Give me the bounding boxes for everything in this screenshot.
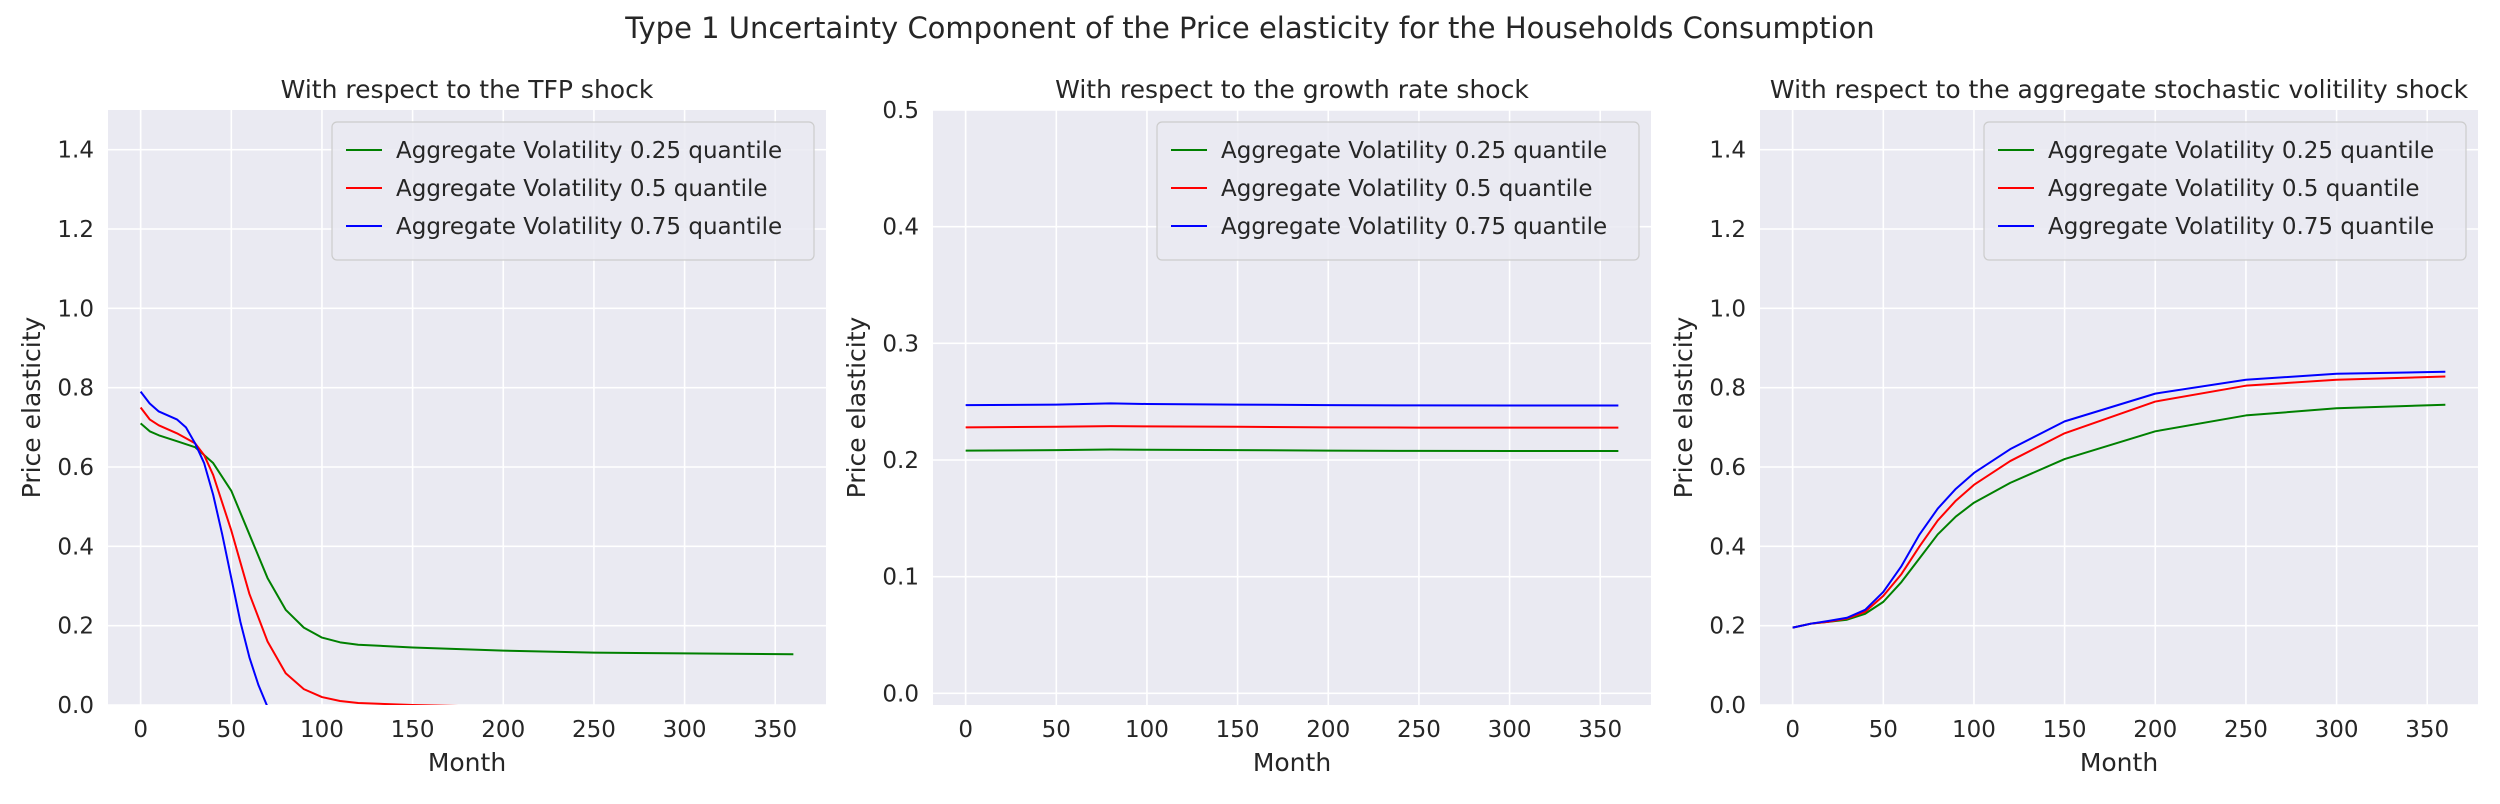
- x-tick-label: 150: [391, 717, 435, 743]
- legend-entry: Aggregate Volatility 0.5 quantile: [1221, 176, 1593, 202]
- y-tick-label: 0.2: [1709, 614, 1746, 640]
- x-tick-label: 150: [2043, 717, 2087, 743]
- legend-entry: Aggregate Volatility 0.75 quantile: [2048, 214, 2434, 240]
- y-tick-label: 0.0: [57, 693, 94, 719]
- x-tick-label: 200: [2133, 717, 2177, 743]
- x-tick-label: 50: [217, 717, 246, 743]
- y-tick-label: 1.2: [57, 217, 94, 243]
- x-axis-label: Month: [2080, 748, 2158, 777]
- y-tick-label: 0.2: [882, 448, 919, 474]
- y-axis-label: Price elasticity: [842, 316, 871, 498]
- y-tick-label: 0.0: [882, 681, 919, 707]
- chart-panel-3: 0 50 100 150 200 250 300 350 0.0 0.2 0.4 0.6 0.8 1.0 1…: [1669, 75, 2478, 777]
- legend-box: [1983, 121, 2467, 261]
- x-tick-label: 300: [663, 717, 707, 743]
- series-group: [1792, 370, 2446, 629]
- legend: Aggregate Volatility 0.25 quantile Aggreg…: [1983, 121, 2467, 261]
- series-line-2: [965, 425, 1619, 429]
- x-tick-label: 250: [1397, 717, 1441, 743]
- y-tick-label: 1.4: [1709, 138, 1746, 164]
- y-tick-label: 0.4: [882, 215, 919, 241]
- x-tick-label: 100: [1952, 717, 1996, 743]
- legend-entry: Aggregate Volatility 0.5 quantile: [2048, 176, 2420, 202]
- x-tick-label: 200: [1306, 717, 1350, 743]
- legend-entry: Aggregate Volatility 0.75 quantile: [1221, 214, 1607, 240]
- chart-panel-2: 0 50 100 150 200 250 300 350 0.0 0.1 0.2 0.3 0.4 0.5 W…: [842, 75, 1651, 777]
- y-tick-label: 0.3: [882, 331, 919, 357]
- x-tick-label: 300: [2315, 717, 2359, 743]
- y-tick-label: 0.1: [882, 565, 919, 591]
- x-tick-label: 0: [1785, 717, 1800, 743]
- series-line-2: [139, 406, 459, 705]
- legend-entry: Aggregate Volatility 0.5 quantile: [396, 176, 768, 202]
- legend-entry: Aggregate Volatility 0.75 quantile: [396, 214, 782, 240]
- legend-box: [1156, 121, 1640, 261]
- chart-title: With respect to the TFP shock: [281, 75, 654, 104]
- y-tick-label: 0.6: [57, 455, 94, 481]
- x-tick-label: 50: [1869, 717, 1898, 743]
- series-line-3: [1792, 370, 2446, 629]
- legend: Aggregate Volatility 0.25 quantile Aggreg…: [331, 121, 815, 261]
- y-tick-label: 0.6: [1709, 455, 1746, 481]
- chart-title: With respect to the aggregate stochastic…: [1770, 75, 2469, 104]
- legend-entry: Aggregate Volatility 0.25 quantile: [1221, 138, 1607, 164]
- x-tick-label: 350: [1578, 717, 1622, 743]
- y-tick-label: 0.8: [57, 376, 94, 402]
- series-group: [965, 402, 1619, 453]
- legend-entry: Aggregate Volatility 0.25 quantile: [2048, 138, 2434, 164]
- y-axis-label: Price elasticity: [1669, 316, 1698, 498]
- x-tick-label: 350: [2405, 717, 2449, 743]
- y-tick-label: 0.2: [57, 614, 94, 640]
- series-line-3: [139, 391, 268, 705]
- y-tick-label: 1.4: [57, 138, 94, 164]
- x-tick-label: 250: [2224, 717, 2268, 743]
- x-tick-label: 50: [1042, 717, 1071, 743]
- y-tick-label: 1.2: [1709, 217, 1746, 243]
- y-tick-label: 0.5: [882, 98, 919, 124]
- legend-entry: Aggregate Volatility 0.25 quantile: [396, 138, 782, 164]
- x-tick-label: 0: [958, 717, 973, 743]
- legend: Aggregate Volatility 0.25 quantile Aggreg…: [1156, 121, 1640, 261]
- y-axis-label: Price elasticity: [17, 316, 46, 498]
- legend-box: [331, 121, 815, 261]
- chart-title: With respect to the growth rate shock: [1055, 75, 1529, 104]
- y-tick-label: 0.8: [1709, 376, 1746, 402]
- x-axis-label: Month: [428, 748, 506, 777]
- chart-panel-1: 0 50 100 150 200 250 300 350 0.0 0.2 0.4 0.6 0.8 1.0 1…: [17, 75, 826, 777]
- chart-panels: 0 50 100 150 200 250 300 350 0.0 0.2 0.4 0.6 0.8 1.0 1…: [17, 75, 2478, 777]
- x-tick-label: 150: [1216, 717, 1260, 743]
- x-tick-label: 200: [481, 717, 525, 743]
- x-tick-label: 300: [1488, 717, 1532, 743]
- series-group: [139, 391, 794, 705]
- series-line-1: [965, 448, 1619, 453]
- x-tick-label: 0: [133, 717, 148, 743]
- x-tick-label: 100: [1125, 717, 1169, 743]
- y-tick-label: 0.0: [1709, 693, 1746, 719]
- figure-title: Type 1 Uncertainty Component of the Pric…: [624, 11, 1874, 45]
- x-tick-label: 350: [753, 717, 797, 743]
- series-line-1: [139, 422, 794, 656]
- x-axis-label: Month: [1253, 748, 1331, 777]
- y-tick-label: 0.4: [1709, 534, 1746, 560]
- x-tick-label: 250: [572, 717, 616, 743]
- x-tick-label: 100: [300, 717, 344, 743]
- y-tick-label: 1.0: [57, 296, 94, 322]
- y-tick-label: 1.0: [1709, 296, 1746, 322]
- y-tick-label: 0.4: [57, 534, 94, 560]
- series-line-3: [965, 402, 1619, 407]
